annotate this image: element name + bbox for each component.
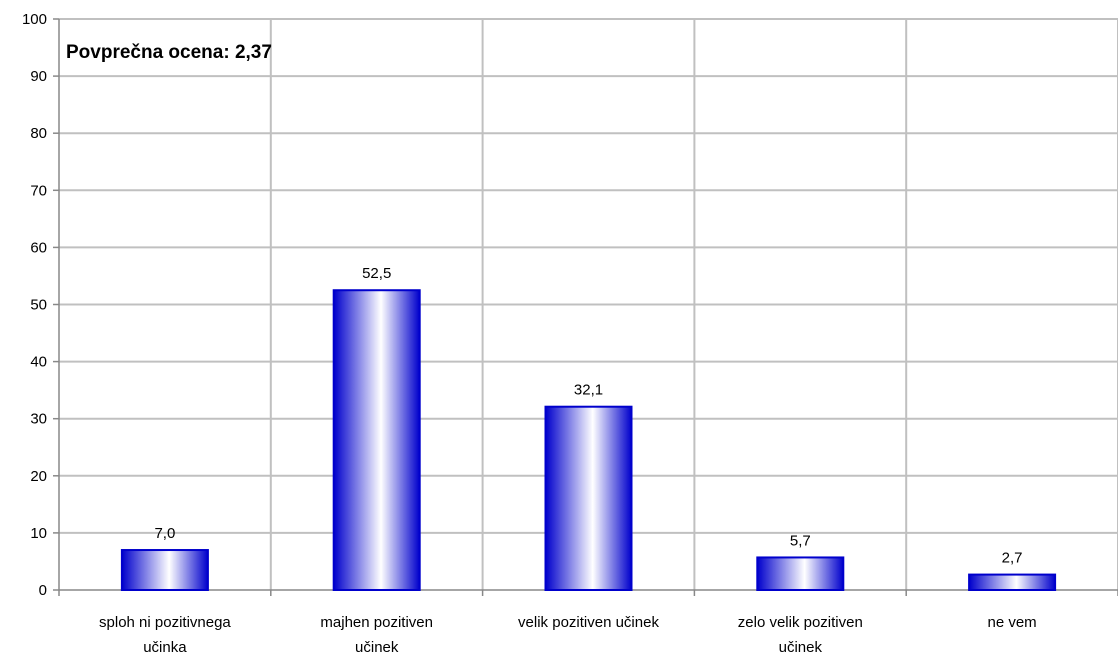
bar-value-label: 32,1 bbox=[574, 382, 603, 399]
bar bbox=[120, 549, 209, 592]
bars bbox=[120, 289, 1057, 592]
bar bbox=[756, 556, 845, 592]
y-tick-label: 40 bbox=[30, 354, 47, 371]
bar-value-label: 2,7 bbox=[1002, 550, 1023, 567]
y-tick-label: 90 bbox=[30, 68, 47, 85]
bar bbox=[968, 573, 1057, 592]
gridlines bbox=[59, 18, 1118, 590]
x-category-labels: sploh ni pozitivnega učinka majhen pozitiv… bbox=[99, 614, 1037, 656]
category-label: sploh ni pozitivnega učinka bbox=[99, 614, 231, 656]
y-tick-label: 80 bbox=[30, 125, 47, 142]
y-tick-label: 50 bbox=[30, 297, 47, 314]
bar bbox=[544, 405, 633, 592]
category-label: velik pozitiven učinek bbox=[518, 614, 659, 631]
bar-value-label: 7,0 bbox=[154, 525, 175, 542]
bar-value-label: 52,5 bbox=[362, 265, 391, 282]
y-tick-label: 70 bbox=[30, 182, 47, 199]
y-tick-label: 0 bbox=[39, 582, 47, 599]
y-tick-label: 20 bbox=[30, 468, 47, 485]
y-tick-label: 30 bbox=[30, 411, 47, 428]
category-label: zelo velik pozitiven učinek bbox=[738, 614, 863, 656]
average-score-annotation: Povprečna ocena: 2,37 bbox=[66, 42, 272, 63]
data-labels: 7,0 52,5 32,1 5,7 2,7 bbox=[154, 265, 1022, 566]
y-tick-label: 100 bbox=[22, 11, 47, 28]
bar bbox=[332, 289, 421, 591]
y-tick-label: 60 bbox=[30, 239, 47, 256]
bar-value-label: 5,7 bbox=[790, 532, 811, 549]
category-label: majhen pozitiven učinek bbox=[320, 614, 433, 656]
y-tick-labels: 0 10 20 30 40 50 60 70 80 90 100 bbox=[22, 11, 47, 599]
category-label: ne vem bbox=[987, 614, 1036, 631]
y-tick-label: 10 bbox=[30, 525, 47, 542]
